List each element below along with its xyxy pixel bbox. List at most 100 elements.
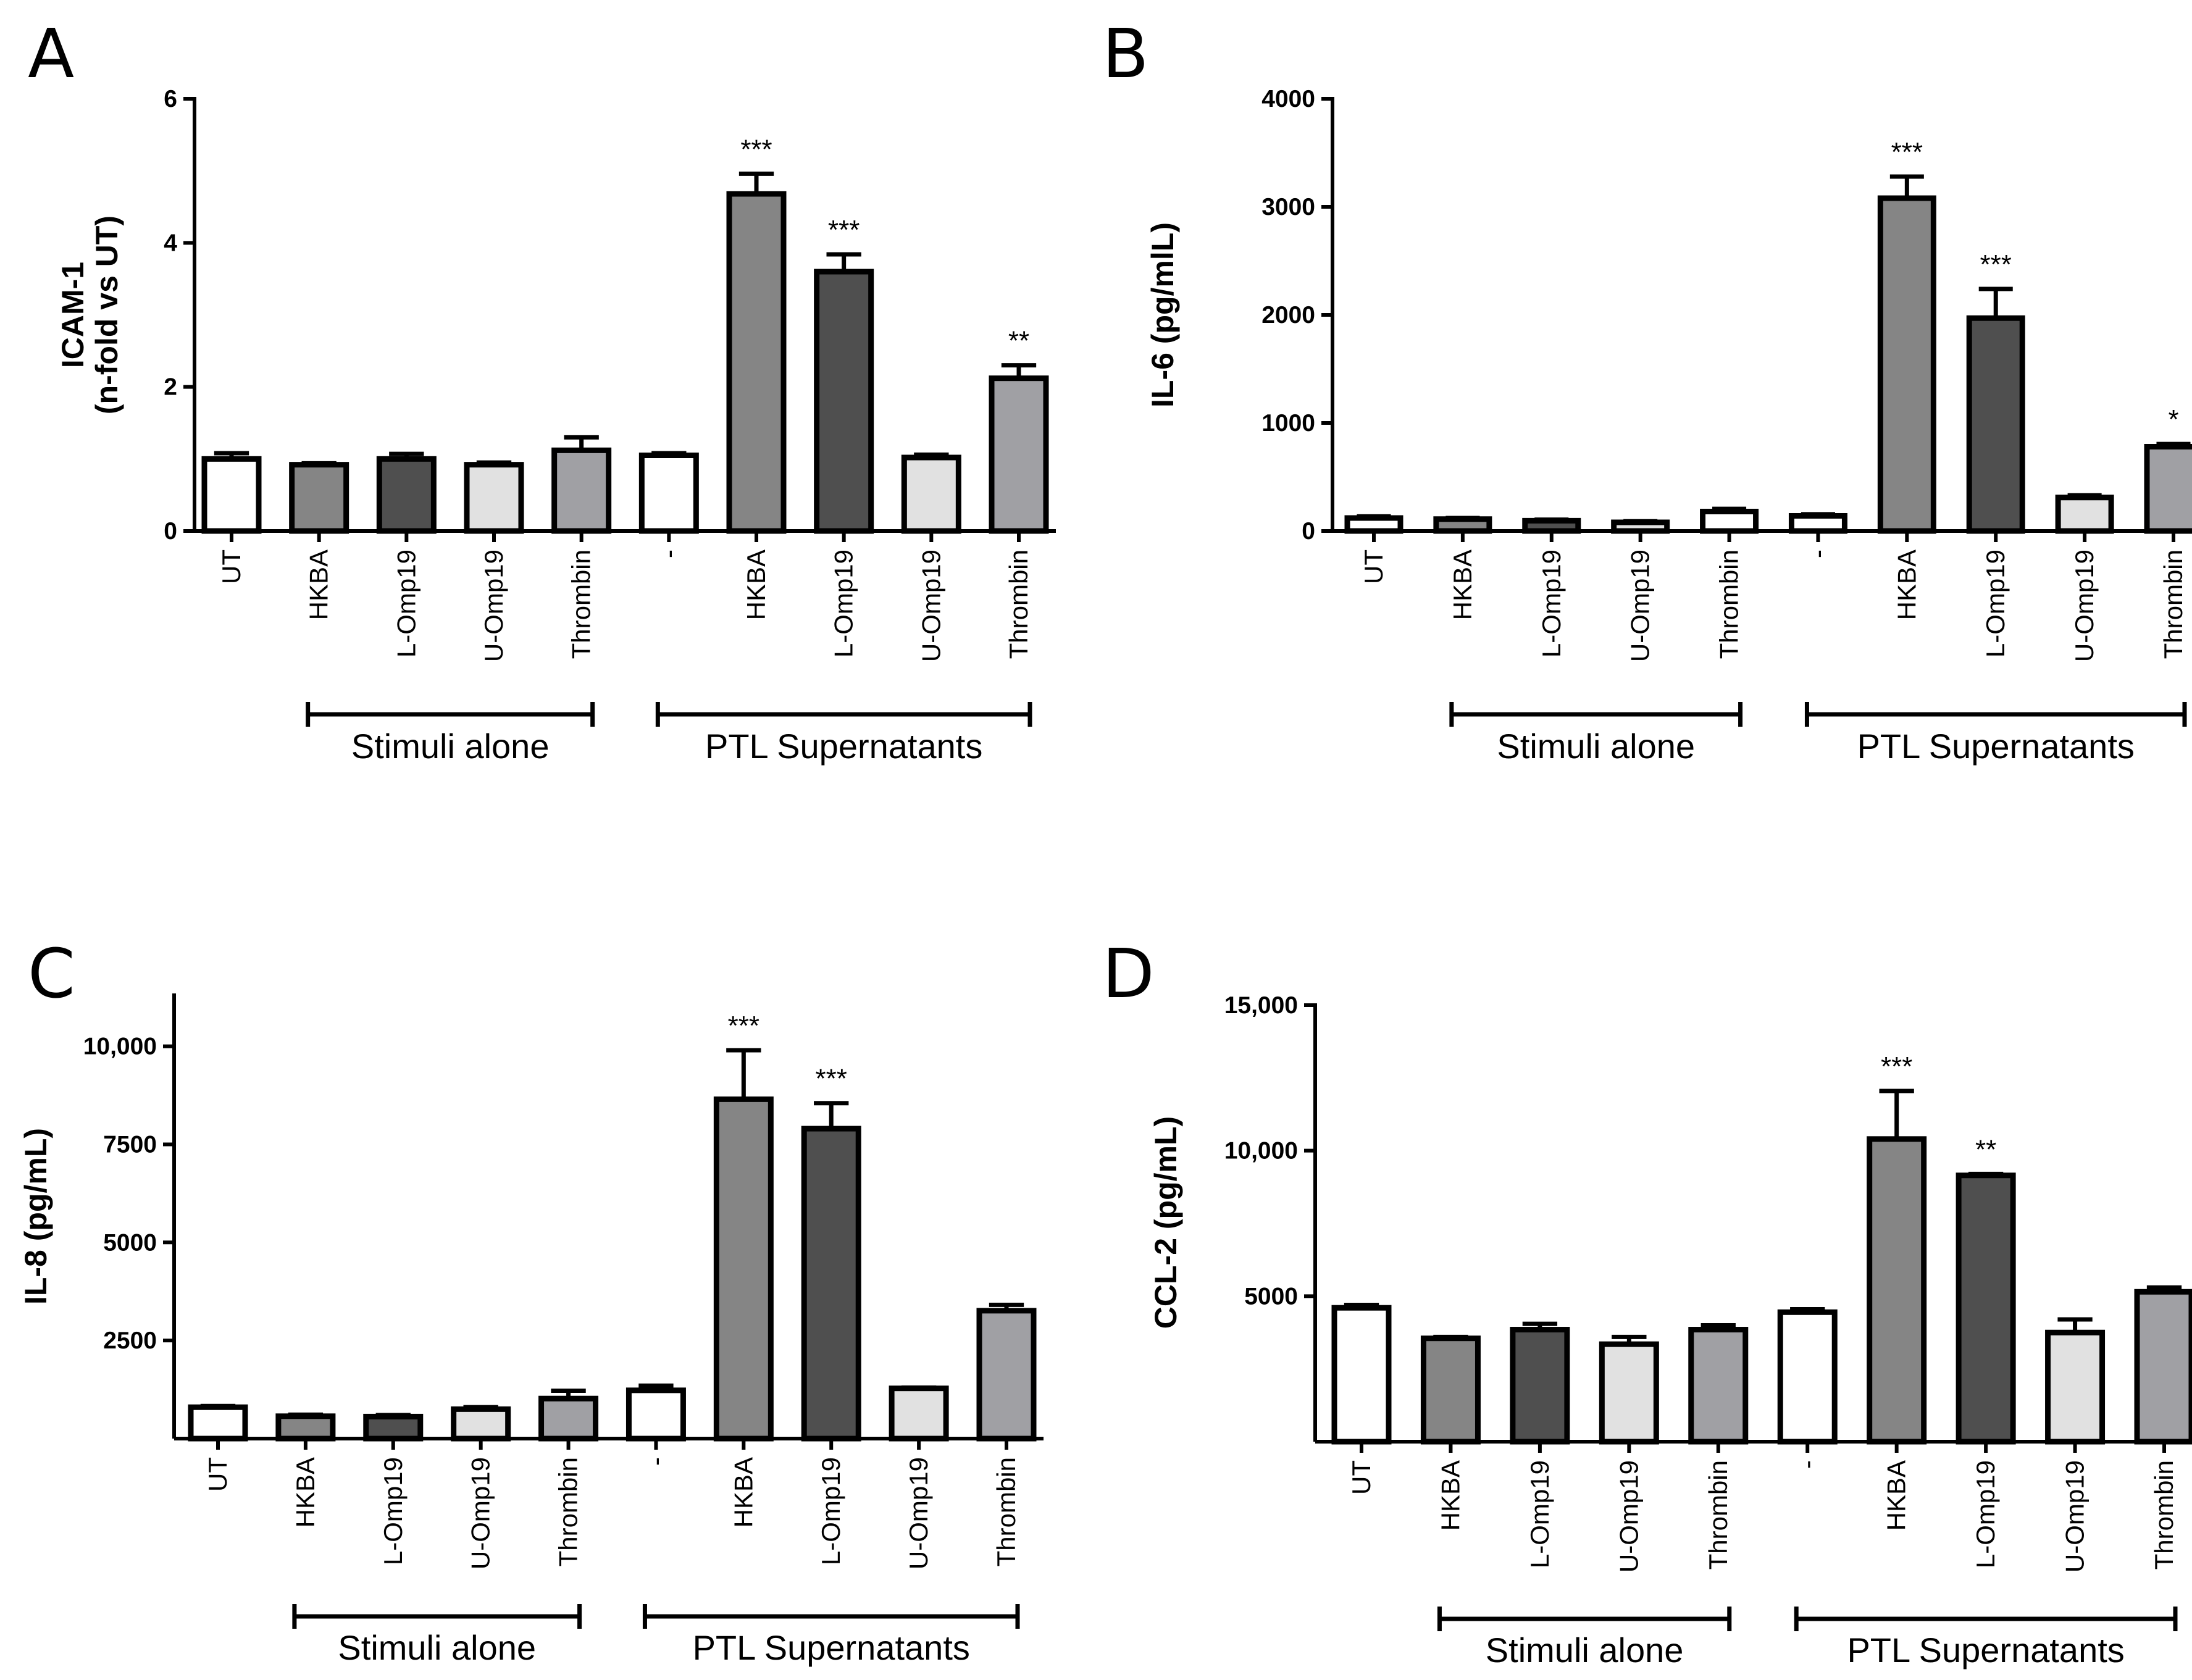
category-label: U-Omp19 xyxy=(2070,550,2099,662)
significance-marker: *** xyxy=(1891,137,1923,167)
panel-b: B IL-6 (pg/mlL) 0 1000 2000 3000 4000 UT HKBA L-O… xyxy=(1102,14,2192,766)
category-label: Thrombin xyxy=(1704,1460,1733,1569)
y-axis-label: CCL-2 (pg/mL) xyxy=(1148,1116,1183,1329)
group-label: Stimuli alone xyxy=(1486,1631,1684,1670)
bar xyxy=(289,462,349,534)
significance-marker: *** xyxy=(828,215,860,245)
bar xyxy=(889,1385,949,1442)
bar xyxy=(1510,1327,1570,1445)
bar xyxy=(1777,1309,1838,1445)
category-label: - xyxy=(1793,1460,1822,1469)
bar xyxy=(976,1308,1037,1442)
category-label: U-Omp19 xyxy=(916,550,945,662)
group-label: PTL Supernatants xyxy=(705,727,982,766)
category-label: L-Omp19 xyxy=(379,1457,408,1565)
significance-marker: ** xyxy=(1975,1134,1996,1164)
category-label: U-Omp19 xyxy=(1626,550,1655,662)
y-tick-label: 4 xyxy=(164,230,177,256)
bar xyxy=(2134,1289,2192,1445)
bar xyxy=(538,1395,599,1442)
y-tick-label: 0 xyxy=(1302,518,1315,545)
bar xyxy=(1956,1172,2016,1445)
bar xyxy=(1331,1305,1392,1445)
y-tick-label: 5000 xyxy=(1244,1283,1298,1310)
y-tick-label: 1000 xyxy=(1261,410,1315,437)
bar xyxy=(814,269,874,534)
category-label: U-Omp19 xyxy=(466,1457,495,1569)
category-label: Thrombin xyxy=(1715,550,1744,659)
bar xyxy=(901,454,961,534)
group-label: Stimuli alone xyxy=(1497,727,1695,766)
category-label: UT xyxy=(1347,1460,1376,1495)
y-axis-label: (n-fold vs UT) xyxy=(90,215,124,414)
bar xyxy=(1700,509,1759,534)
panel-a: A ICAM-1 (n-fold vs UT) 0 2 4 6 UT HKBA L-Omp19 U-… xyxy=(28,14,1056,766)
category-label: L-Omp19 xyxy=(829,550,858,658)
group-label: PTL Supernatants xyxy=(693,1628,970,1667)
category-label: Thrombin xyxy=(2159,550,2188,659)
bar xyxy=(2045,1329,2106,1445)
category-label: U-Omp19 xyxy=(904,1457,933,1569)
category-label: Thrombin xyxy=(2149,1460,2178,1569)
bar xyxy=(2055,495,2114,534)
bar xyxy=(363,1413,424,1442)
group-label: Stimuli alone xyxy=(338,1628,536,1667)
y-axis-label: ICAM-1 xyxy=(56,262,90,368)
bar xyxy=(275,1413,336,1442)
y-tick-label: 5000 xyxy=(103,1229,157,1256)
y-tick-label: 6 xyxy=(164,86,177,112)
group-label: PTL Supernatants xyxy=(1857,727,2135,766)
panel-letter: D xyxy=(1102,934,1155,1013)
bar xyxy=(625,1387,686,1442)
bar xyxy=(451,1406,511,1442)
category-label: L-Omp19 xyxy=(1981,550,2010,658)
bar xyxy=(1688,1327,1749,1445)
significance-marker: *** xyxy=(1980,249,2012,280)
bar xyxy=(1877,195,1936,534)
bar xyxy=(376,456,437,534)
category-label: Thrombin xyxy=(554,1457,583,1566)
group-label: Stimuli alone xyxy=(351,727,550,766)
bar xyxy=(1611,519,1670,534)
bar xyxy=(1522,517,1581,534)
category-label: - xyxy=(654,550,683,558)
bar xyxy=(1599,1341,1659,1445)
category-label: HKBA xyxy=(742,550,771,620)
bar xyxy=(1867,1136,1927,1445)
significance-marker: *** xyxy=(816,1064,847,1094)
bar xyxy=(801,1126,861,1442)
category-label: - xyxy=(641,1457,670,1466)
y-axis-label: IL-6 (pg/mlL) xyxy=(1145,222,1180,407)
bar xyxy=(551,447,612,534)
category-label: Thrombin xyxy=(567,550,596,659)
significance-marker: * xyxy=(2168,404,2178,435)
y-tick-label: 4000 xyxy=(1261,86,1315,112)
category-label: L-Omp19 xyxy=(1525,1460,1554,1568)
category-label: UT xyxy=(203,1457,232,1492)
panel-d: D CCL-2 (pg/mL) 5000 10,000 15,000 UT HKBA L-Om… xyxy=(1102,934,2192,1670)
category-label: U-Omp19 xyxy=(2060,1460,2090,1573)
category-label: HKBA xyxy=(729,1457,758,1527)
category-label: Thrombin xyxy=(992,1457,1021,1566)
bar xyxy=(201,456,262,534)
y-tick-label: 2000 xyxy=(1261,302,1315,328)
y-axis-label: IL-8 (pg/mL) xyxy=(19,1128,53,1305)
bar xyxy=(1420,1335,1481,1445)
bar xyxy=(1433,516,1492,534)
panel-c: C IL-8 (pg/mL) 2500 5000 7500 10,000 UT HKBA L-O… xyxy=(19,934,1044,1667)
category-label: - xyxy=(1803,550,1832,558)
y-tick-label: 10,000 xyxy=(83,1034,157,1060)
bar xyxy=(638,453,699,534)
category-label: L-Omp19 xyxy=(391,550,420,658)
significance-marker: *** xyxy=(1881,1051,1912,1082)
panel-letter: C xyxy=(28,934,75,1013)
bar xyxy=(713,1096,774,1442)
category-label: L-Omp19 xyxy=(1537,550,1566,658)
y-tick-label: 2500 xyxy=(103,1327,157,1354)
bar xyxy=(2144,444,2192,534)
category-label: HKBA xyxy=(1892,550,1921,620)
y-tick-label: 10,000 xyxy=(1224,1138,1298,1164)
y-tick-label: 3000 xyxy=(1261,194,1315,220)
bar xyxy=(464,462,524,534)
